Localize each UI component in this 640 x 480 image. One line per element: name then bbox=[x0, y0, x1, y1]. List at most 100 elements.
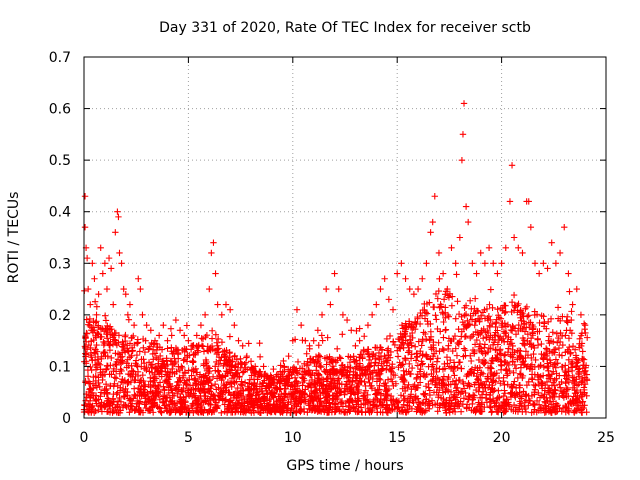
data-point bbox=[99, 372, 106, 380]
data-point bbox=[545, 333, 553, 340]
data-point bbox=[256, 380, 264, 388]
data-point bbox=[388, 397, 395, 404]
data-point bbox=[373, 403, 380, 410]
data-point bbox=[83, 330, 91, 337]
data-point bbox=[407, 391, 415, 398]
data-point bbox=[529, 376, 536, 383]
data-point bbox=[542, 345, 550, 352]
data-point bbox=[466, 383, 473, 390]
data-point bbox=[546, 356, 554, 364]
data-point bbox=[317, 362, 324, 370]
data-point bbox=[372, 344, 379, 351]
data-point bbox=[445, 313, 452, 320]
data-point bbox=[437, 328, 444, 335]
data-point bbox=[504, 321, 512, 329]
data-point bbox=[345, 406, 352, 413]
data-point bbox=[417, 405, 425, 413]
x-tick-label: 25 bbox=[597, 430, 615, 446]
data-point bbox=[434, 355, 441, 362]
data-point bbox=[554, 315, 562, 322]
data-point bbox=[203, 347, 211, 354]
data-point bbox=[362, 382, 369, 390]
data-point bbox=[200, 399, 207, 406]
data-point bbox=[532, 382, 539, 389]
data-point-peak bbox=[318, 311, 326, 319]
data-point bbox=[285, 399, 292, 406]
data-point bbox=[122, 331, 129, 339]
data-point bbox=[112, 404, 119, 411]
data-point bbox=[436, 304, 443, 311]
data-point bbox=[396, 407, 403, 415]
data-point bbox=[119, 385, 127, 393]
data-point bbox=[527, 334, 535, 342]
data-point bbox=[424, 320, 432, 328]
data-point bbox=[100, 348, 108, 356]
data-point bbox=[480, 388, 487, 395]
data-point bbox=[328, 379, 336, 386]
data-point bbox=[507, 390, 514, 397]
data-point bbox=[425, 405, 433, 412]
data-point bbox=[109, 395, 117, 403]
data-point-peak bbox=[260, 363, 267, 370]
data-point bbox=[237, 380, 245, 388]
data-point bbox=[440, 334, 447, 341]
data-point bbox=[244, 385, 252, 392]
data-point bbox=[578, 379, 585, 386]
data-point bbox=[430, 338, 437, 346]
data-point bbox=[240, 387, 247, 394]
data-point bbox=[82, 350, 89, 357]
data-point bbox=[197, 387, 204, 395]
data-point bbox=[228, 362, 235, 370]
data-point bbox=[322, 385, 330, 392]
data-point bbox=[190, 358, 197, 366]
data-point-peak bbox=[490, 260, 497, 267]
data-point bbox=[175, 363, 182, 370]
data-point bbox=[487, 389, 494, 396]
data-point-peak bbox=[110, 301, 117, 308]
data-point-peak bbox=[452, 260, 459, 267]
data-point bbox=[269, 388, 276, 396]
data-point bbox=[374, 409, 381, 416]
data-point-peak bbox=[95, 291, 102, 298]
data-point bbox=[440, 377, 447, 385]
data-point bbox=[467, 357, 475, 365]
data-point bbox=[451, 332, 459, 340]
data-point bbox=[275, 376, 282, 384]
data-point bbox=[234, 373, 242, 380]
data-point bbox=[93, 384, 101, 391]
data-point bbox=[250, 386, 257, 394]
data-point bbox=[556, 372, 563, 379]
data-point bbox=[509, 342, 516, 350]
data-point bbox=[421, 391, 428, 399]
data-point bbox=[296, 407, 303, 415]
data-point-peak bbox=[235, 337, 242, 344]
data-point bbox=[304, 358, 311, 365]
data-point bbox=[409, 397, 416, 405]
data-point bbox=[132, 370, 139, 378]
data-point bbox=[333, 406, 340, 413]
data-point bbox=[83, 316, 90, 323]
data-point bbox=[461, 312, 468, 319]
data-point bbox=[143, 366, 150, 374]
data-point bbox=[90, 317, 97, 325]
data-point bbox=[475, 356, 483, 364]
data-point bbox=[452, 384, 460, 392]
data-point bbox=[303, 362, 311, 369]
data-point bbox=[377, 376, 384, 384]
data-point bbox=[565, 356, 572, 364]
data-point bbox=[487, 364, 494, 371]
data-point bbox=[81, 402, 88, 409]
data-point bbox=[369, 401, 377, 408]
data-point bbox=[418, 342, 425, 349]
data-point bbox=[455, 325, 462, 333]
data-point bbox=[468, 333, 476, 340]
data-point bbox=[332, 384, 339, 392]
data-point bbox=[148, 390, 156, 397]
data-point bbox=[417, 373, 424, 380]
data-point bbox=[142, 337, 149, 344]
data-point-peak bbox=[115, 213, 122, 221]
data-point bbox=[519, 408, 526, 416]
data-point bbox=[426, 400, 434, 407]
data-point bbox=[354, 386, 361, 394]
